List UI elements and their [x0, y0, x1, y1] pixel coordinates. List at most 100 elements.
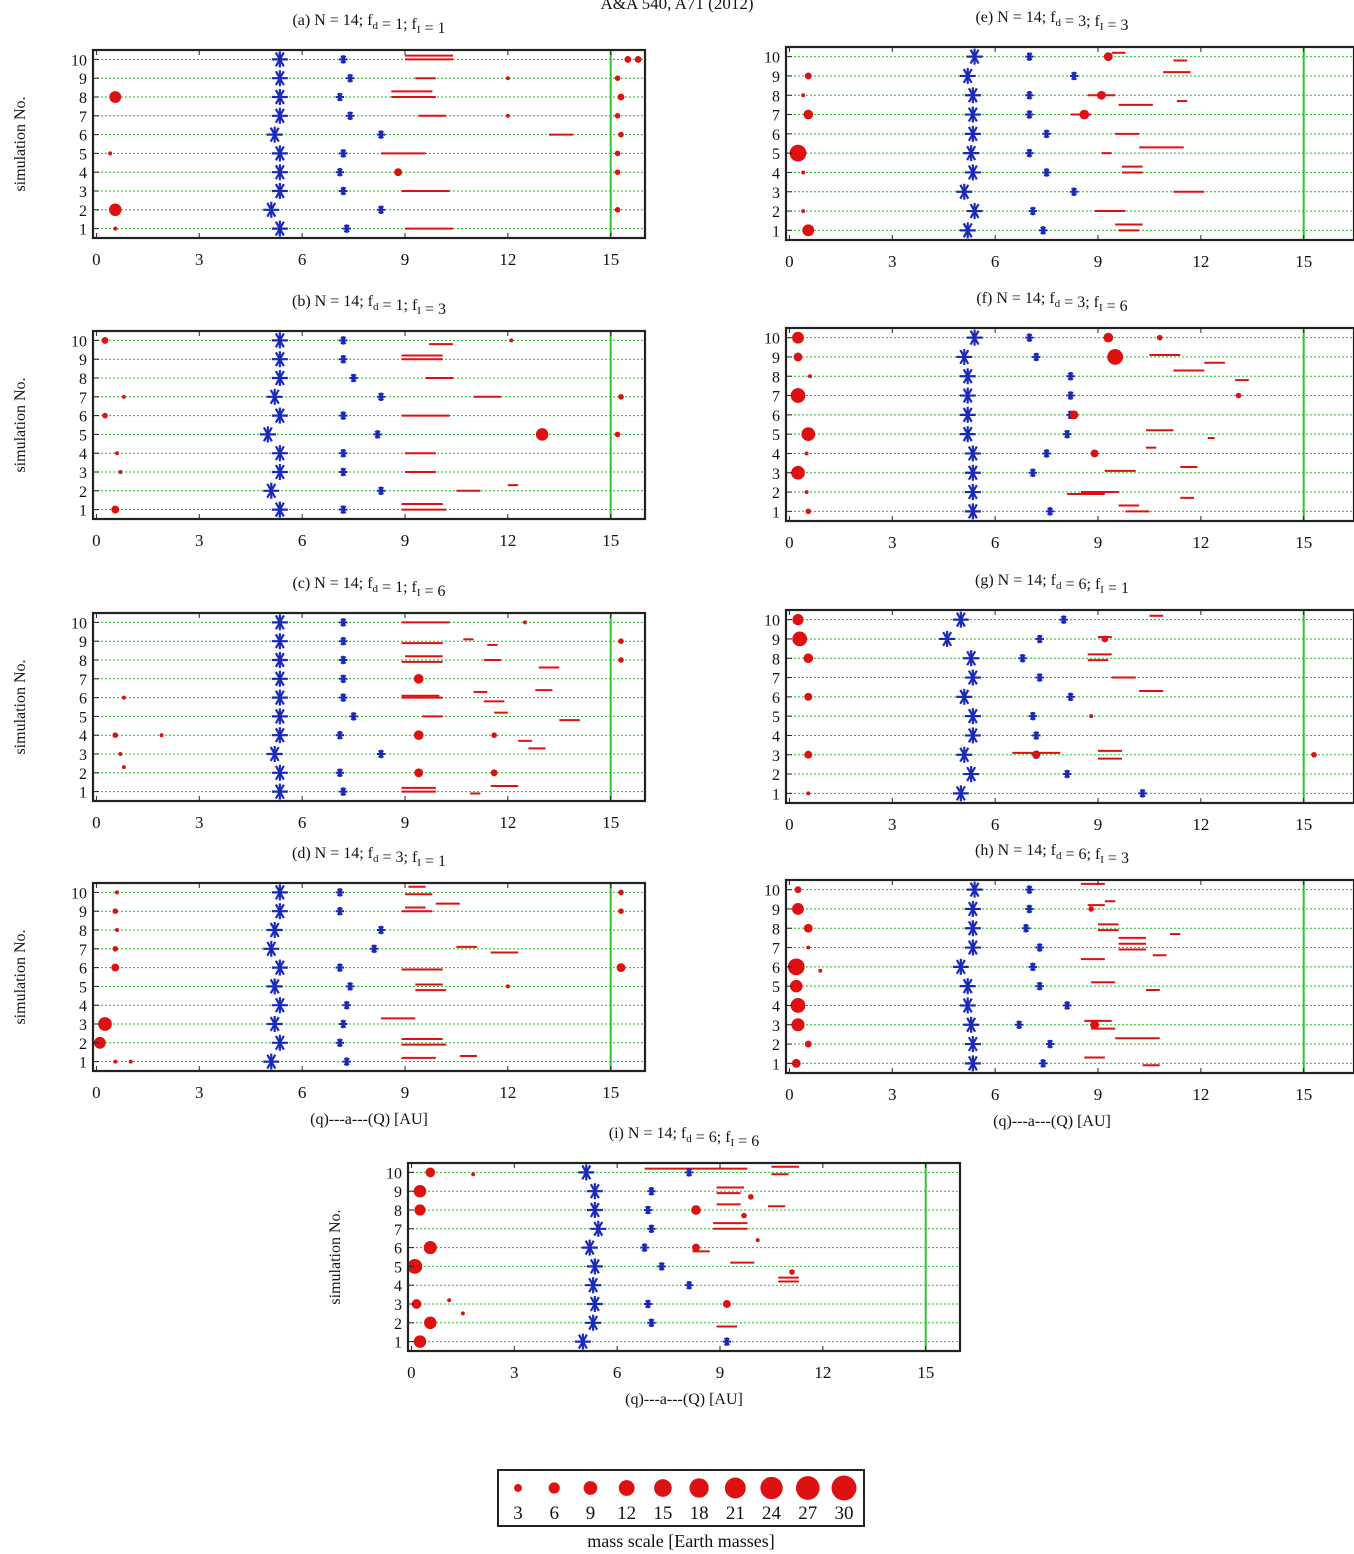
giant-planet-marker: [271, 614, 288, 631]
giant-planet-marker: [964, 669, 981, 686]
planet-marker: [98, 1017, 112, 1031]
small-giant-marker: [1042, 168, 1051, 177]
y-tick-label: 1: [79, 785, 87, 802]
planet-marker: [447, 1298, 452, 1303]
giant-planet-marker: [271, 708, 288, 725]
x-axis-label: (q)---a---(Q) [AU]: [310, 1111, 428, 1128]
small-giant-marker: [335, 168, 345, 177]
small-giant-marker: [339, 674, 348, 683]
planet-marker: [102, 412, 108, 419]
giant-planet-marker: [964, 87, 981, 104]
planet-marker: [1103, 332, 1114, 343]
small-giant-marker: [335, 92, 345, 102]
planet-marker: [792, 614, 804, 626]
small-giant-marker: [1028, 468, 1038, 477]
giant-planet-marker: [259, 426, 276, 443]
x-tick-label: 6: [298, 250, 307, 269]
y-tick-label: 7: [394, 1222, 402, 1239]
small-giant-marker: [684, 1168, 694, 1177]
y-tick-label: 9: [79, 904, 87, 921]
plot-frame: [406, 1161, 962, 1353]
y-tick-label: 9: [79, 71, 87, 88]
giant-planet-marker: [271, 183, 288, 199]
y-tick-label: 1: [772, 223, 780, 240]
planet-marker: [128, 1059, 133, 1064]
planet-marker: [115, 928, 119, 932]
y-tick-label: 6: [772, 960, 780, 977]
x-tick-label: 12: [1192, 533, 1209, 552]
giant-planet-marker: [263, 1053, 280, 1070]
giant-planet-marker: [959, 387, 976, 404]
giant-planet-marker: [266, 126, 283, 143]
giant-planet-marker: [586, 1258, 603, 1275]
y-tick-label: 8: [772, 369, 780, 386]
y-tick-label: 9: [772, 69, 780, 86]
planet-marker: [1032, 750, 1041, 759]
y-tick-label: 7: [79, 672, 87, 689]
planet-marker: [804, 1040, 812, 1048]
planet-marker: [121, 765, 126, 770]
y-tick-label: 9: [772, 632, 780, 649]
x-tick-label: 9: [401, 813, 410, 832]
small-giant-marker: [647, 1318, 656, 1327]
y-tick-label: 6: [772, 690, 780, 707]
small-giant-marker: [342, 224, 351, 233]
panel-title: (e) N = 14; fd = 3; fI = 3: [975, 9, 1128, 34]
x-tick-label: 6: [991, 1085, 1000, 1104]
giant-planet-marker: [271, 633, 288, 650]
small-giant-marker: [1025, 110, 1034, 119]
planet-marker: [804, 750, 813, 759]
planet-marker: [112, 908, 119, 914]
plot-frame: [91, 611, 647, 803]
planet-marker: [118, 470, 123, 474]
giant-planet-marker: [271, 1034, 288, 1051]
giant-planet-marker: [266, 978, 283, 995]
giant-planet-marker: [956, 688, 973, 705]
planet-marker: [113, 1059, 118, 1064]
giant-planet-marker: [266, 1016, 283, 1032]
x-tick-label: 6: [613, 1363, 622, 1382]
plot-area: [93, 613, 645, 801]
planet-marker: [748, 1194, 754, 1200]
planet-marker: [93, 1036, 106, 1049]
x-tick-label: 3: [888, 533, 897, 552]
planet-marker: [1311, 751, 1317, 758]
giant-planet-marker: [963, 650, 980, 667]
planet-marker: [791, 1058, 801, 1068]
y-tick-label: 2: [772, 485, 780, 502]
small-giant-marker: [1062, 1001, 1072, 1010]
x-tick-label: 6: [298, 531, 307, 550]
giant-planet-marker: [959, 406, 976, 423]
small-giant-marker: [369, 944, 379, 953]
small-giant-marker: [1035, 943, 1044, 952]
x-tick-label: 12: [499, 1083, 516, 1102]
y-tick-label: 3: [79, 747, 87, 764]
panel-title: (c) N = 14; fd = 1; fI = 6: [292, 575, 445, 600]
giant-planet-marker: [266, 746, 283, 762]
plot-area: [786, 880, 1354, 1073]
giant-planet-marker: [271, 107, 288, 124]
small-giant-marker: [345, 74, 355, 83]
small-giant-marker: [1062, 769, 1072, 779]
y-tick-label: 8: [79, 90, 87, 107]
y-tick-label: 3: [79, 1017, 87, 1034]
small-giant-marker: [1138, 789, 1147, 798]
planet-marker: [108, 151, 113, 156]
giant-planet-marker: [956, 746, 973, 763]
giant-planet-marker: [939, 630, 956, 647]
giant-planet-marker: [966, 881, 983, 898]
y-tick-label: 8: [79, 923, 87, 940]
x-tick-label: 6: [991, 533, 1000, 552]
planet-marker: [471, 1172, 476, 1177]
y-tick-label: 6: [79, 409, 87, 426]
planet-marker: [803, 923, 813, 933]
small-giant-marker: [1038, 1059, 1048, 1068]
y-tick-label: 3: [79, 465, 87, 482]
small-giant-marker: [657, 1262, 666, 1271]
giant-planet-marker: [964, 1036, 981, 1053]
y-tick-label: 3: [772, 466, 780, 483]
planet-marker: [490, 769, 498, 777]
y-tick-label: 7: [772, 108, 780, 125]
